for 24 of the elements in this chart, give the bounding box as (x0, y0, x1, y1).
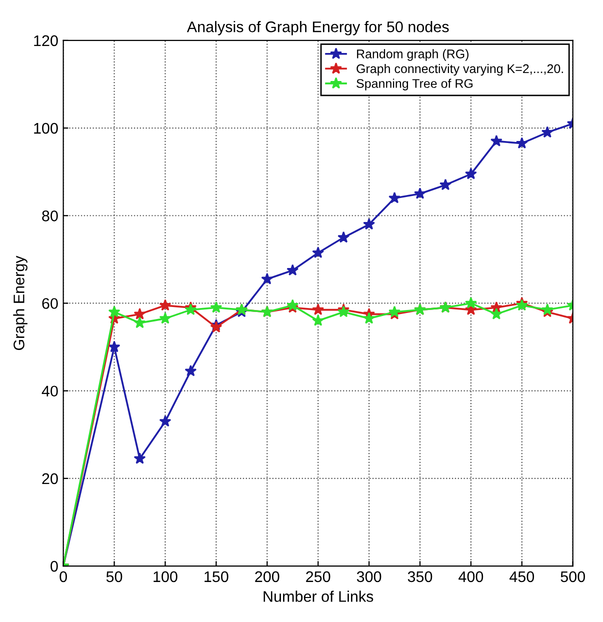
y-tick-label: 120 (34, 35, 58, 46)
y-tick-label: 60 (42, 298, 58, 309)
legend-label: Spanning Tree of RG (356, 78, 473, 90)
chart-title: Analysis of Graph Energy for 50 nodes (186, 21, 449, 36)
x-axis-title: Number of Links (264, 590, 374, 602)
legend-label: Random graph (RG) (357, 49, 468, 61)
x-tick-label: 300 (356, 571, 382, 582)
x-tick-label: 200 (255, 571, 280, 582)
x-tick-label: 150 (204, 571, 228, 582)
x-tick-label: 500 (560, 571, 585, 582)
legend-label: Graph connectivity varying K=2,...,20. (356, 64, 563, 76)
x-tick-label: 50 (106, 571, 122, 582)
y-tick-label: 20 (42, 473, 58, 484)
x-tick-label: 350 (408, 571, 432, 582)
x-tick-label: 250 (306, 571, 330, 582)
y-tick-label: 80 (42, 210, 58, 222)
y-tick-label: 40 (42, 386, 58, 397)
x-tick-label: 400 (458, 571, 484, 582)
x-tick-label: 450 (510, 571, 534, 582)
x-tick-label: 0 (60, 571, 67, 582)
y-axis-title: Graph Energy (13, 256, 28, 350)
x-tick-label: 100 (154, 571, 178, 582)
y-tick-label: 100 (34, 122, 58, 134)
y-tick-label: 0 (50, 560, 58, 572)
